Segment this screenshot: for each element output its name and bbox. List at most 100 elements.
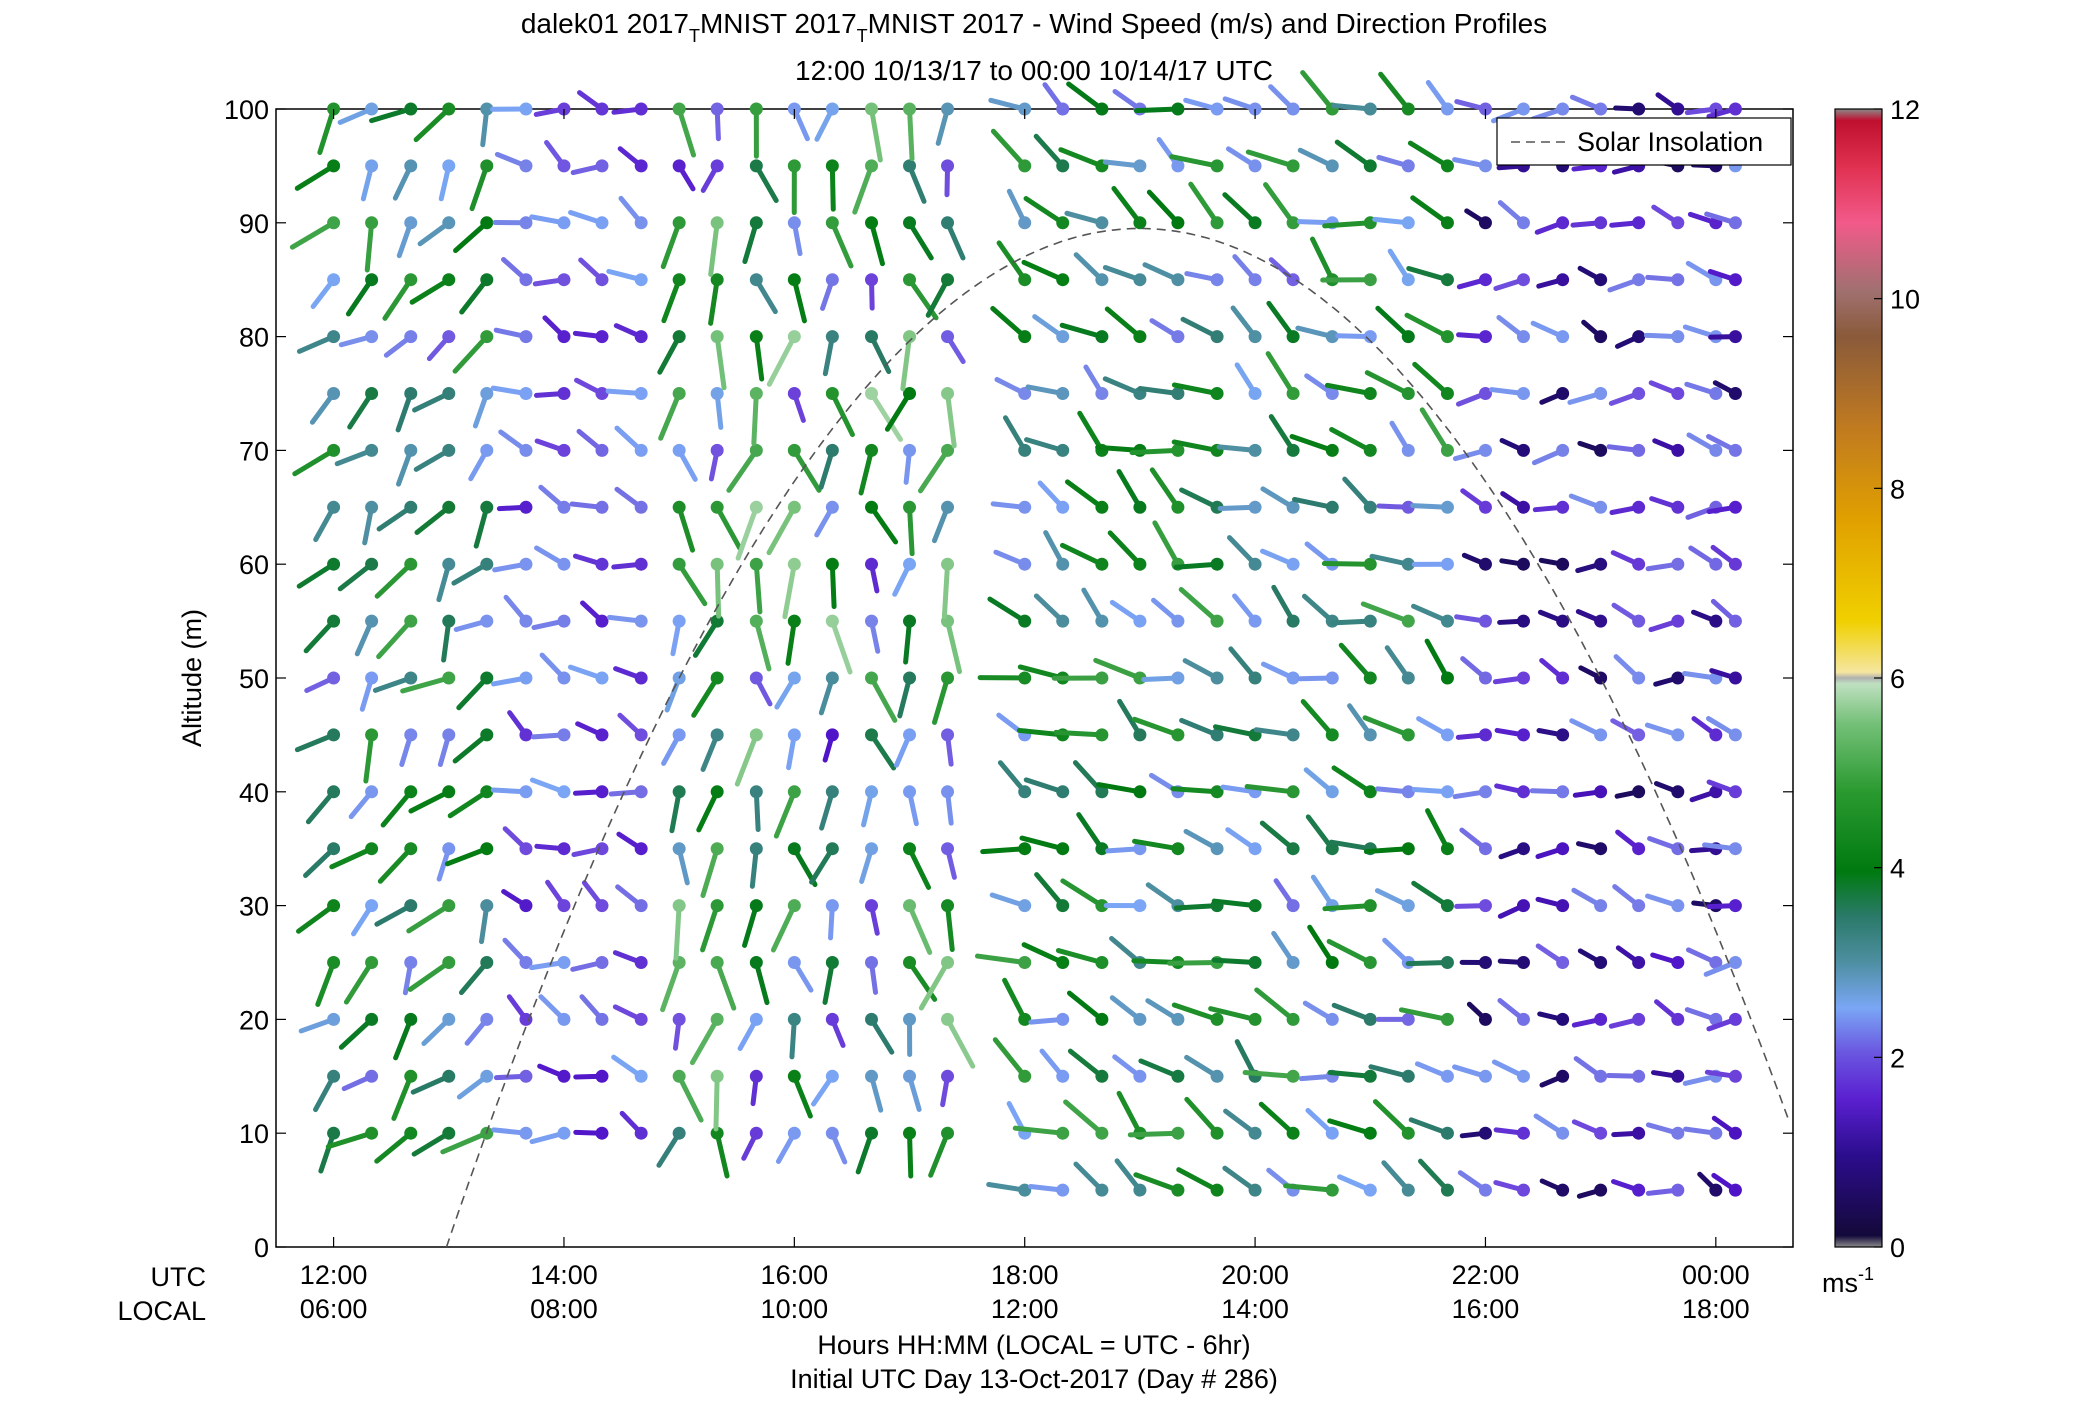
wind-barb-dot bbox=[1401, 614, 1415, 628]
wind-barb bbox=[1133, 1172, 1185, 1197]
wind-barb-dot bbox=[1478, 1069, 1492, 1083]
wind-barb bbox=[852, 159, 879, 215]
wind-barb bbox=[1083, 364, 1109, 400]
wind-barb-stem bbox=[1334, 139, 1373, 169]
wind-barb-stem bbox=[1242, 1069, 1296, 1079]
wind-barb-stem bbox=[296, 561, 337, 589]
wind-barb bbox=[1494, 727, 1530, 742]
wind-barb-dot bbox=[634, 273, 648, 287]
wind-barb-dot bbox=[825, 443, 839, 457]
wind-barb bbox=[337, 102, 379, 125]
wind-barb-dot bbox=[1728, 1069, 1742, 1083]
wind-barb-dot bbox=[672, 1126, 686, 1140]
wind-barb bbox=[1330, 614, 1377, 628]
wind-barb bbox=[376, 500, 418, 532]
y-tick-label: 60 bbox=[239, 550, 269, 580]
wind-barb-stem bbox=[907, 220, 934, 261]
wind-barb bbox=[1459, 956, 1492, 969]
wind-barb-dot bbox=[1556, 1012, 1570, 1026]
wind-barb bbox=[501, 889, 533, 913]
wind-barb-dot bbox=[1133, 159, 1147, 173]
wind-barb-dot bbox=[480, 671, 494, 685]
wind-barb-stem bbox=[1362, 715, 1411, 738]
wind-barb bbox=[941, 785, 955, 826]
wind-barb-dot bbox=[1516, 102, 1530, 116]
wind-barb-dot bbox=[903, 557, 917, 571]
wind-barb-stem bbox=[1307, 924, 1335, 965]
wind-barb-stem bbox=[791, 447, 822, 493]
wind-barb-dot bbox=[672, 899, 686, 913]
wind-barb bbox=[1227, 535, 1262, 571]
wind-barb bbox=[1575, 841, 1608, 856]
wind-barb bbox=[861, 785, 879, 828]
wind-barb-dot bbox=[1095, 1183, 1109, 1197]
wind-barb-dot bbox=[1709, 785, 1723, 799]
wind-barb-dot bbox=[1478, 1183, 1492, 1197]
wind-barb-stem bbox=[852, 163, 875, 215]
wind-barb bbox=[1571, 1012, 1608, 1028]
wind-barb-dot bbox=[595, 1069, 609, 1083]
wind-barb-dot bbox=[787, 785, 801, 799]
wind-barb bbox=[1653, 671, 1685, 687]
wind-barb bbox=[348, 785, 379, 820]
wind-barb-dot bbox=[672, 216, 686, 230]
wind-barb-dot bbox=[1248, 956, 1262, 969]
wind-barb-stem bbox=[1067, 1048, 1105, 1079]
wind-barb bbox=[578, 257, 609, 287]
wind-barb-stem bbox=[343, 960, 375, 1005]
wind-barb-stem bbox=[1059, 322, 1105, 340]
wind-barb bbox=[1184, 1096, 1224, 1140]
wind-barb-dot bbox=[1478, 728, 1492, 742]
wind-barb-stem bbox=[1329, 426, 1373, 453]
wind-barb bbox=[406, 899, 456, 934]
wind-barb bbox=[992, 1037, 1032, 1083]
solar-insolation-curve bbox=[445, 227, 1790, 1248]
wind-barb-dot bbox=[365, 557, 379, 571]
wind-barb-dot bbox=[1171, 1126, 1185, 1140]
wind-barb-dot bbox=[865, 842, 879, 856]
wind-barb-dot bbox=[1556, 842, 1570, 856]
wind-barb bbox=[1418, 1158, 1454, 1197]
wind-barb-dot bbox=[1133, 557, 1147, 571]
wind-barb bbox=[941, 842, 957, 880]
wind-barb-dot bbox=[557, 956, 571, 969]
wind-barb-dot bbox=[1440, 330, 1454, 344]
wind-barb bbox=[1307, 924, 1339, 969]
wind-barb bbox=[1321, 557, 1377, 571]
wind-barb-stem bbox=[453, 220, 490, 254]
wind-barb-dot bbox=[1401, 1183, 1415, 1197]
wind-barb-dot bbox=[1728, 842, 1742, 856]
wind-barb bbox=[980, 842, 1032, 856]
wind-barb bbox=[1223, 1108, 1262, 1140]
wind-barb bbox=[538, 484, 571, 514]
wind-barb bbox=[773, 785, 801, 839]
wind-barb bbox=[444, 842, 494, 867]
wind-barb bbox=[1028, 1183, 1070, 1197]
wind-barb-dot bbox=[327, 1069, 341, 1083]
wind-barb bbox=[825, 1012, 846, 1048]
wind-barb-stem bbox=[1095, 444, 1143, 453]
wind-barb-dot bbox=[1556, 216, 1570, 230]
wind-barb-dot bbox=[1363, 899, 1377, 913]
wind-barb bbox=[672, 443, 698, 482]
wind-barb bbox=[490, 102, 533, 116]
wind-barb bbox=[1645, 557, 1685, 572]
wind-barb-dot bbox=[1709, 557, 1723, 571]
wind-barb bbox=[708, 443, 724, 482]
wind-barb bbox=[374, 557, 418, 599]
wind-barb bbox=[1331, 102, 1377, 116]
wind-barb-dot bbox=[480, 102, 494, 116]
wind-barb-dot bbox=[595, 387, 609, 400]
wind-barb bbox=[990, 128, 1032, 173]
wind-barb-dot bbox=[1286, 557, 1300, 571]
wind-barb-dot bbox=[787, 1069, 801, 1083]
legend: Solar Insolation bbox=[1496, 117, 1792, 166]
wind-barb bbox=[616, 831, 648, 856]
wind-barb-stem bbox=[317, 106, 337, 155]
wind-barb-dot bbox=[595, 500, 609, 514]
wind-barb bbox=[1571, 1119, 1608, 1140]
wind-barb bbox=[456, 671, 494, 711]
wind-barb-dot bbox=[480, 1012, 494, 1026]
wind-barb-dot bbox=[749, 1069, 763, 1083]
wind-barb-dot bbox=[1632, 785, 1646, 799]
